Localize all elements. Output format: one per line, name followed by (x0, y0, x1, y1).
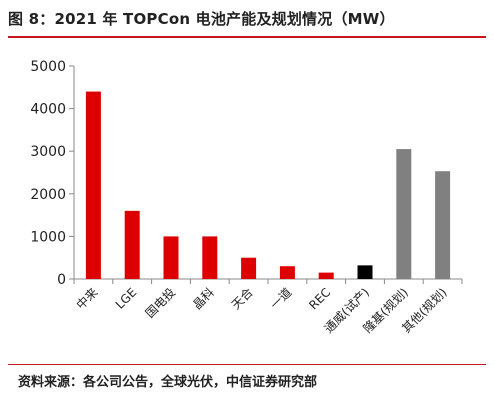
x-tick-label: LGE (113, 285, 140, 312)
title-divider (8, 36, 486, 38)
y-axis-ticks: 0 1000 2000 3000 4000 5000 (30, 59, 74, 288)
y-tick-label: 3000 (30, 144, 66, 160)
bar-series (85, 91, 451, 279)
footer-divider (8, 364, 486, 365)
bar (435, 171, 451, 279)
bar (357, 265, 373, 279)
x-tick-label: 中来 (73, 285, 101, 313)
bar (241, 257, 257, 279)
bar (202, 236, 218, 279)
y-tick-label: 4000 (30, 102, 66, 118)
bar (279, 266, 295, 279)
bar (85, 91, 101, 279)
x-tick-label: 国电投 (142, 285, 178, 321)
y-tick-label: 1000 (30, 229, 66, 245)
y-tick-label: 0 (57, 272, 66, 288)
chart-title: 图 8：2021 年 TOPCon 电池产能及规划情况（MW） (8, 10, 395, 28)
bar (124, 210, 140, 279)
bar (163, 236, 179, 279)
x-tick-label: REC (306, 285, 333, 312)
bar (396, 149, 412, 279)
x-tick-label: 晶科 (190, 285, 217, 312)
source-note: 资料来源：各公司公告，全球光伏，中信证券研究部 (18, 375, 318, 390)
x-tick-label: 天合 (228, 285, 256, 313)
x-tick-label: 一道 (268, 285, 295, 312)
bar (318, 272, 334, 279)
y-tick-label: 5000 (30, 59, 66, 75)
y-tick-label: 2000 (30, 187, 66, 203)
